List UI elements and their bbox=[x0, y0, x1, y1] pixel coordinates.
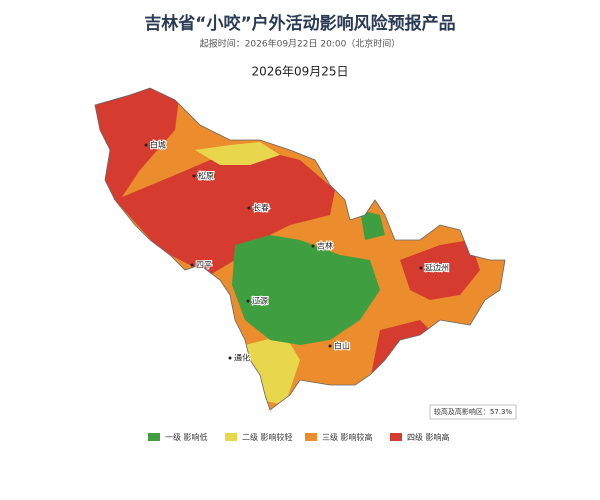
stat: 较高及高影响区：57.3% bbox=[434, 407, 513, 416]
city-dot bbox=[419, 266, 423, 270]
region-red bbox=[400, 240, 480, 300]
legend-label: 一级 影响低 bbox=[165, 432, 208, 442]
city-dot bbox=[328, 344, 332, 348]
title: 吉林省“小咬”户外活动影响风险预报产品 bbox=[144, 13, 455, 34]
city-dot bbox=[247, 206, 251, 210]
city-dot bbox=[144, 143, 148, 147]
city-label: 延边州 bbox=[425, 263, 449, 273]
city-label: 白山 bbox=[334, 341, 350, 351]
legend-label: 四级 影响高 bbox=[407, 432, 450, 442]
city-label: 辽源 bbox=[252, 297, 268, 306]
city-label: 松原 bbox=[198, 171, 214, 181]
city-label: 长春 bbox=[253, 203, 269, 213]
province-border bbox=[94, 87, 506, 411]
region-red bbox=[115, 150, 335, 275]
date: 2026年09月25日 bbox=[251, 65, 348, 79]
city-label: 通化 bbox=[234, 353, 250, 363]
map bbox=[95, 88, 505, 410]
city-dot bbox=[190, 263, 194, 267]
city-dot bbox=[228, 356, 232, 360]
subtitle: 起报时间：2026年09月22日 20:00（北京时间） bbox=[200, 38, 401, 50]
legend-swatch bbox=[148, 433, 160, 441]
city-dot bbox=[311, 244, 315, 248]
city-label: 白城 bbox=[150, 140, 166, 150]
region-green bbox=[232, 235, 380, 345]
legend-label: 三级 影响较高 bbox=[322, 432, 373, 442]
legend-swatch bbox=[225, 433, 237, 441]
legend-swatch bbox=[305, 433, 317, 441]
region-red bbox=[95, 88, 180, 200]
legend-label: 二级 影响较轻 bbox=[242, 432, 293, 442]
region-yellow bbox=[195, 142, 280, 165]
city-label: 吉林 bbox=[317, 241, 333, 251]
region-green bbox=[360, 210, 385, 240]
stat-box bbox=[429, 404, 517, 420]
city-label: 四平 bbox=[196, 261, 212, 270]
city-dot bbox=[192, 174, 196, 178]
city-dot bbox=[246, 299, 250, 303]
legend-swatch bbox=[390, 433, 402, 441]
